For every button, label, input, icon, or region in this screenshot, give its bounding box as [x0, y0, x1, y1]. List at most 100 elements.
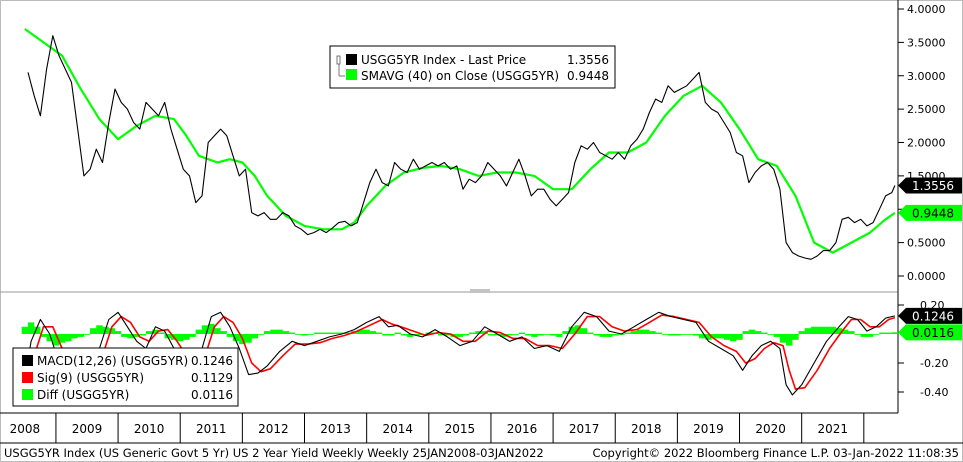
diff-bar — [562, 331, 569, 334]
x-tick-label: 2010 — [134, 422, 165, 436]
diff-bar — [319, 332, 327, 334]
diff-bar — [456, 334, 464, 337]
diff-bar — [518, 332, 526, 334]
diff-bar — [829, 326, 836, 334]
diff-bar — [636, 329, 644, 334]
diff-bar — [580, 328, 588, 334]
diff-bar — [736, 334, 743, 340]
diff-bar — [717, 334, 725, 339]
diff-bar — [742, 331, 749, 334]
diff-bar — [158, 332, 165, 334]
diff-bar — [612, 334, 619, 336]
diff-bar — [338, 332, 345, 334]
last-price-line — [27, 35, 896, 260]
diff-bar — [655, 332, 662, 334]
diff-bar — [891, 332, 899, 334]
diff-bar — [83, 334, 91, 335]
footer-right-text: Copyright© 2022 Bloomberg Finance L.P. 0… — [592, 446, 959, 460]
diff-bar — [754, 331, 762, 334]
x-tick-label: 2020 — [755, 422, 786, 436]
diff-bar — [77, 334, 84, 337]
diff-bar — [52, 334, 60, 346]
diff-tag: 0.0116 — [898, 324, 962, 341]
legend-swatch-sig — [22, 372, 33, 383]
legend-toggle-icon[interactable] — [336, 55, 341, 65]
diff-bar — [643, 329, 650, 334]
last-price-tag-bg — [898, 177, 962, 194]
diff-bar — [543, 334, 551, 335]
diff-bar — [307, 334, 314, 335]
last-price-tag-text: 1.3556 — [912, 179, 954, 193]
legend-swatch-smavg — [346, 69, 357, 80]
x-tick-label: 2014 — [382, 422, 413, 436]
diff-bar — [649, 331, 656, 334]
legend-value-last-price: 1.3556 — [567, 53, 609, 67]
diff-bar — [500, 334, 507, 337]
diff-bar — [177, 334, 184, 342]
diff-bar — [773, 334, 781, 337]
diff-tag-bg — [898, 324, 962, 341]
diff-bar — [593, 334, 600, 336]
y-tick-label: 0.5000 — [907, 237, 946, 250]
diff-bar — [711, 334, 718, 339]
diff-bar — [835, 328, 843, 334]
diff-bar — [357, 329, 364, 334]
diff-bar — [189, 334, 196, 337]
y-tick-label: 3.0000 — [907, 70, 946, 83]
diff-bar — [487, 334, 495, 336]
legend-label-diff: Diff (USGG5YR) — [37, 388, 129, 402]
diff-bar — [139, 334, 147, 336]
diff-bar — [114, 331, 122, 334]
diff-bar — [674, 334, 681, 336]
x-tick-label: 2012 — [258, 422, 289, 436]
diff-bar — [270, 329, 277, 334]
legend-swatch-last-price — [346, 54, 357, 65]
footer-left-text: USGG5YR Index (US Generic Govt 5 Yr) US … — [4, 446, 544, 460]
diff-bar — [65, 334, 72, 342]
diff-bar — [525, 334, 532, 336]
diff-bar — [798, 331, 805, 334]
legend-label-last-price: USGG5YR Index - Last Price — [361, 53, 526, 67]
legend-label-macd: MACD(12,26) (USGG5YR) — [37, 354, 188, 368]
diff-bar — [34, 326, 41, 334]
price-legend: USGG5YR Index - Last Price 1.3556 SMAVG … — [329, 45, 616, 89]
x-axis-ticks: 2008 2009 2010 2011 2012 2013 2014 2015 2016 2017… — [10, 413, 865, 443]
diff-bar — [493, 334, 501, 336]
diff-bar — [599, 334, 607, 337]
x-tick-label: 2008 — [10, 422, 41, 436]
diff-bar — [761, 332, 768, 334]
diff-bar — [40, 334, 47, 337]
y-tick-label: -0.20 — [920, 357, 948, 370]
diff-bar — [723, 334, 731, 340]
diff-bar — [388, 334, 395, 336]
diff-bar — [556, 334, 563, 337]
diff-bar — [792, 334, 799, 340]
diff-bar — [531, 334, 538, 337]
legend-swatch-diff — [22, 389, 33, 400]
diff-bar — [779, 334, 787, 343]
diff-bar — [444, 334, 451, 336]
diff-bar — [587, 332, 594, 334]
diff-bar — [96, 325, 103, 334]
diff-bar — [245, 334, 252, 343]
diff-bar — [313, 332, 321, 334]
smavg-line — [24, 28, 896, 254]
macd-tag-bg — [898, 307, 962, 324]
diff-bar — [848, 331, 855, 334]
diff-bar — [549, 334, 557, 336]
diff-bar — [282, 331, 290, 334]
diff-bar — [369, 331, 377, 334]
diff-bar — [288, 332, 296, 334]
diff-bar — [730, 334, 737, 342]
diff-bar — [680, 334, 687, 335]
last-value-tags: 1.3556 0.9448 0.1246 0.0116 — [898, 177, 962, 341]
diff-bar — [438, 334, 445, 336]
diff-bar — [841, 329, 849, 334]
diff-bar — [108, 328, 116, 334]
y-tick-label: 2.5000 — [907, 103, 946, 116]
diff-bar — [854, 334, 861, 335]
diff-bar — [301, 334, 308, 336]
diff-bar — [406, 334, 414, 337]
macd-line — [24, 311, 896, 396]
diff-bar — [605, 334, 613, 337]
